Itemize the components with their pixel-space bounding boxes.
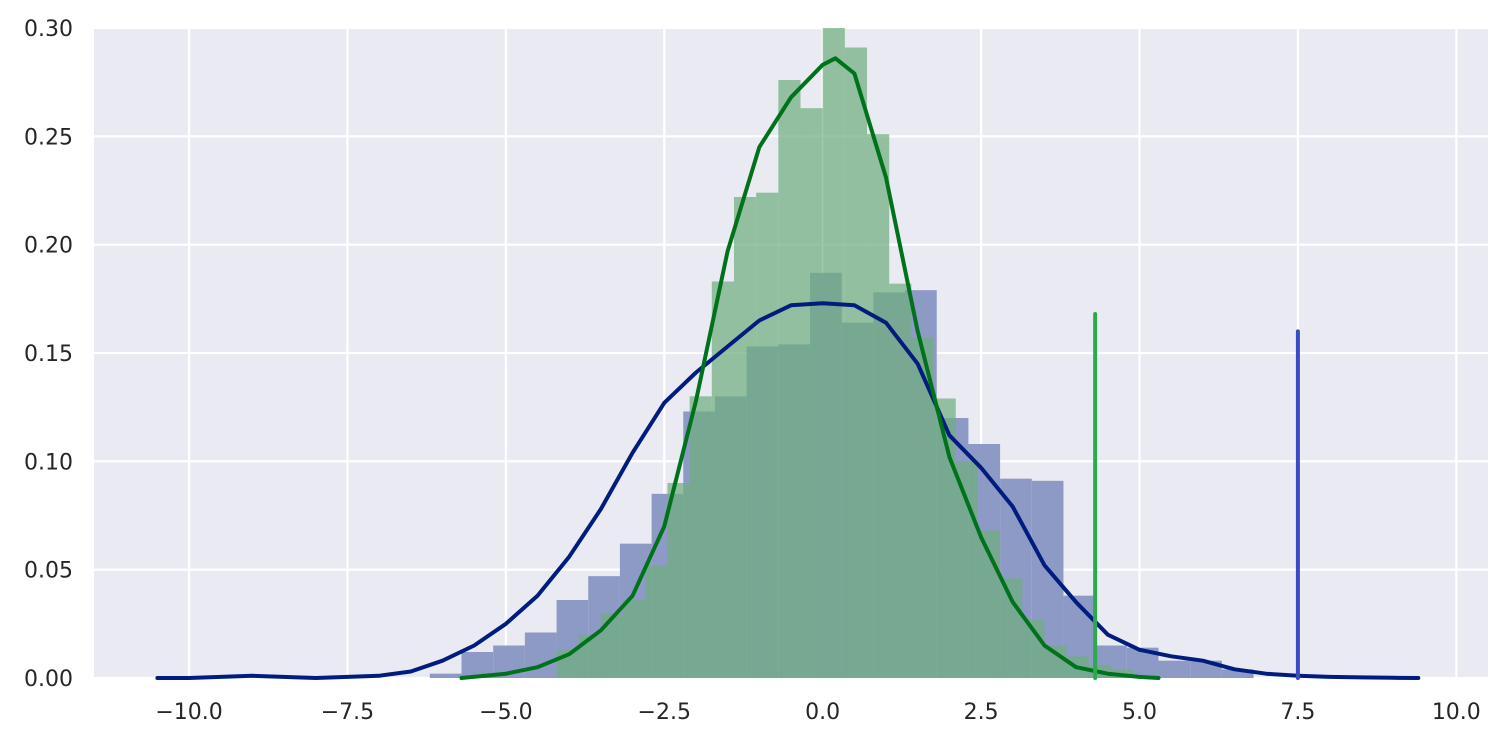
histogram-bar [667, 483, 690, 678]
x-tick-label: 7.5 [1280, 700, 1315, 725]
histogram-bar [524, 632, 557, 678]
histogram-bar [800, 108, 823, 678]
x-tick-label: 0.0 [805, 700, 840, 725]
kde-curves [155, 56, 1421, 680]
histogram-bar [1000, 578, 1023, 678]
histogram-bar [867, 134, 890, 678]
x-tick-label: 2.5 [964, 700, 999, 725]
histogram-bar [623, 600, 646, 678]
histogram-bar [844, 47, 868, 678]
histogram-bar [645, 565, 668, 678]
x-tick-label: −10.0 [155, 700, 222, 725]
histogram-bar [778, 80, 801, 678]
histogram-bars [429, 28, 1254, 678]
x-tick-label: 10.0 [1432, 700, 1481, 725]
y-tick-label: 0.30 [24, 17, 73, 42]
y-tick-label: 0.15 [24, 342, 73, 367]
histogram-bar [1044, 645, 1067, 678]
kde-line [459, 56, 1161, 680]
histogram-bar [733, 197, 757, 678]
y-tick-label: 0.10 [24, 450, 73, 475]
x-tick-label: −5.0 [479, 700, 532, 725]
histogram-bar [822, 28, 845, 678]
histogram-bar [955, 461, 978, 678]
y-tick-label: 0.00 [24, 667, 73, 692]
y-tick-labels: 0.00 0.05 0.10 0.15 0.20 0.25 0.30 [24, 17, 73, 692]
histogram-bar [889, 283, 912, 678]
histogram-bar [933, 398, 956, 678]
histogram-bar [756, 192, 779, 678]
y-tick-label: 0.20 [24, 234, 73, 259]
marker-lines [1093, 312, 1300, 680]
y-tick-label: 0.05 [24, 559, 73, 584]
histogram-bar [1158, 660, 1191, 678]
histogram-bar [578, 634, 601, 678]
histogram-bar [600, 613, 624, 678]
histogram-bar [1022, 619, 1045, 678]
x-tick-labels: −10.0 −7.5 −5.0 −2.5 0.0 2.5 5.0 7.5 10.0 [155, 700, 1480, 725]
y-tick-label: 0.25 [24, 125, 73, 150]
x-tick-label: 5.0 [1122, 700, 1157, 725]
histogram-bar [689, 396, 712, 678]
histogram-bar [711, 281, 734, 678]
kde-line [155, 301, 1421, 680]
histogram-bar [911, 337, 934, 678]
x-tick-label: −2.5 [638, 700, 691, 725]
x-tick-label: −7.5 [321, 700, 374, 725]
histogram-bar [1221, 669, 1254, 678]
histogram-bar [429, 673, 462, 678]
